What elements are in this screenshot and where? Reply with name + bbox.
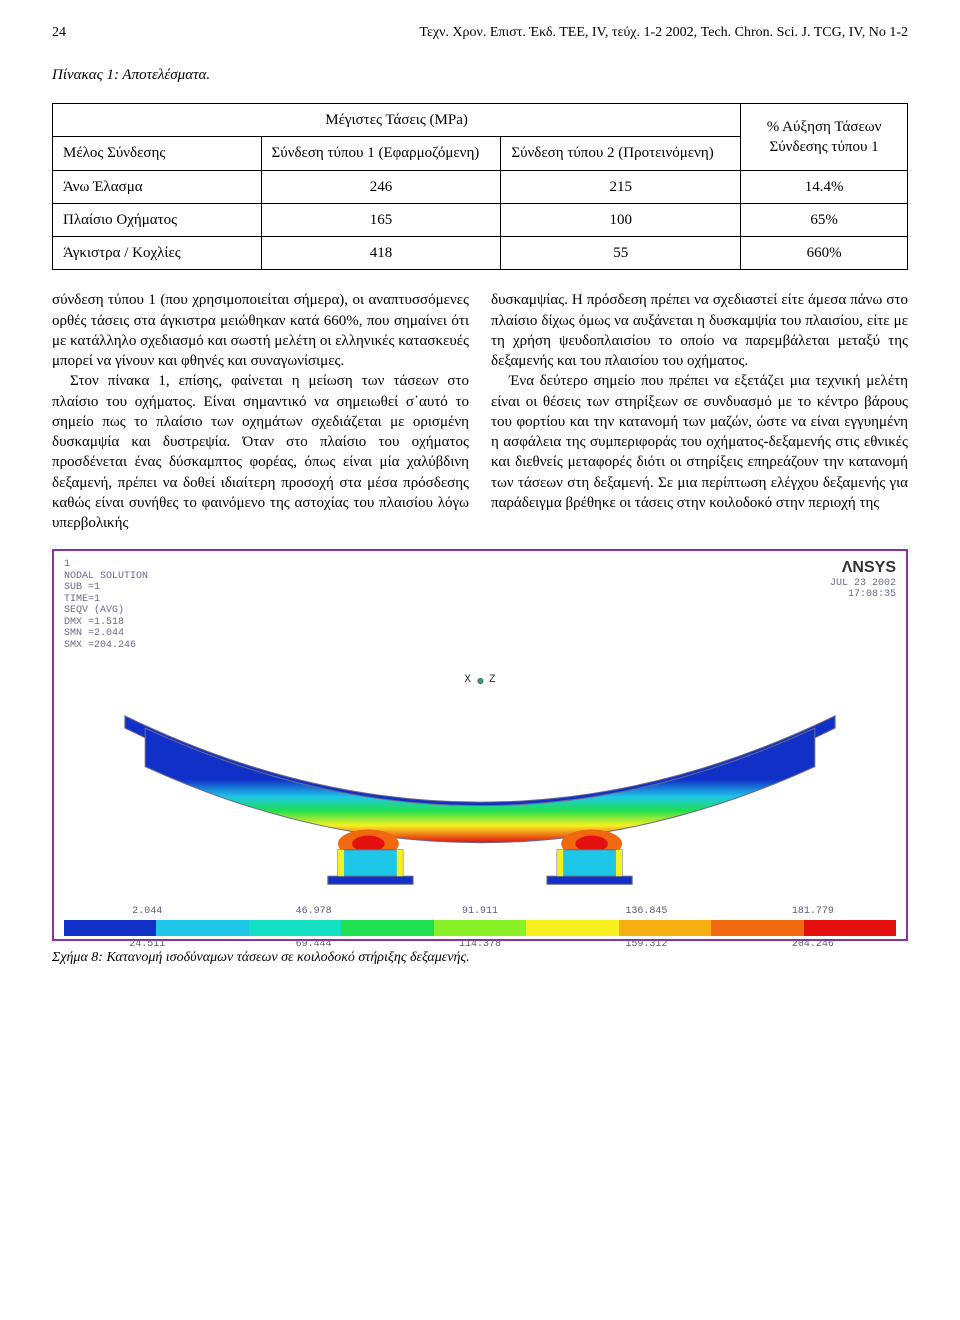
ansys-logo: ΛNSYS [830, 559, 896, 577]
table-row: Πλαίσιο Οχήματος 165 100 65% [53, 203, 908, 236]
figure-meta: 1 NODAL SOLUTION SUB =1 TIME=1 SEQV (AVG… [64, 559, 896, 651]
figure-caption: Σχήμα 8: Κατανομή ισοδύναμων τάσεων σε κ… [52, 949, 908, 968]
table-header-row-1: Μέγιστες Τάσεις (MPa) % Αύξηση Τάσεων Σύ… [53, 104, 908, 137]
meta-line: TIME=1 [64, 594, 148, 606]
paragraph: δυσκαμψίας. Η πρόσδεση πρέπει να σχεδιασ… [491, 290, 908, 371]
legend-ticks-bottom: 24.511 69.444 114.378 159.312 204.246 [64, 938, 896, 952]
cell-inc: 660% [741, 237, 908, 270]
meta-line: NODAL SOLUTION [64, 571, 148, 583]
legend-color-bar [64, 920, 896, 936]
left-column: σύνδεση τύπου 1 (που χρησιμοποιείται σήμ… [52, 290, 469, 533]
tick: 136.845 [563, 905, 729, 919]
meta-line: SMN =2.044 [64, 628, 148, 640]
table-caption: Πίνακας 1: Αποτελέσματα. [52, 65, 908, 85]
right-column: δυσκαμψίας. Η πρόσδεση πρέπει να σχεδιασ… [491, 290, 908, 533]
cell-inc: 65% [741, 203, 908, 236]
paragraph: Στον πίνακα 1, επίσης, φαίνεται η μείωση… [52, 371, 469, 533]
legend-swatch [249, 920, 341, 936]
stress-contour-svg [64, 655, 896, 899]
paragraph: Ένα δεύτερο σημείο που πρέπει να εξετάζε… [491, 371, 908, 513]
results-table: Μέγιστες Τάσεις (MPa) % Αύξηση Τάσεων Σύ… [52, 103, 908, 270]
tick: 2.044 [64, 905, 230, 919]
legend-swatch [156, 920, 248, 936]
cell-t2: 100 [501, 203, 741, 236]
running-header: 24 Τεχν. Χρον. Επιστ. Έκδ. ΤΕΕ, IV, τεύχ… [52, 24, 908, 43]
table-row: Άγκιστρα / Κοχλίες 418 55 660% [53, 237, 908, 270]
table-row: Άνω Έλασμα 246 215 14.4% [53, 170, 908, 203]
figure-frame: 1 NODAL SOLUTION SUB =1 TIME=1 SEQV (AVG… [52, 549, 908, 941]
meta-line: SMX =204.246 [64, 640, 148, 652]
cell-inc: 14.4% [741, 170, 908, 203]
legend-swatch [526, 920, 618, 936]
cell-member: Πλαίσιο Οχήματος [53, 203, 262, 236]
header-stress: Μέγιστες Τάσεις (MPa) [53, 104, 741, 137]
figure-canvas: X Z [64, 655, 896, 899]
tick: 24.511 [64, 938, 230, 952]
header-increase: % Αύξηση Τάσεων Σύνδεσης τύπου 1 [741, 104, 908, 171]
legend-swatch [804, 920, 896, 936]
axis-x-label: X [464, 673, 471, 688]
meta-date: JUL 23 2002 [830, 578, 896, 590]
legend-swatch [711, 920, 803, 936]
body-columns: σύνδεση τύπου 1 (που χρησιμοποιείται σήμ… [52, 290, 908, 533]
paragraph: σύνδεση τύπου 1 (που χρησιμοποιείται σήμ… [52, 290, 469, 371]
tick: 181.779 [730, 905, 896, 919]
meta-time: 17:08:35 [830, 589, 896, 601]
tick: 46.978 [230, 905, 396, 919]
col-type2: Σύνδεση τύπου 2 (Προτεινόμενη) [501, 137, 741, 170]
meta-line: DMX =1.518 [64, 617, 148, 629]
page-number: 24 [52, 24, 66, 43]
legend-swatch [341, 920, 433, 936]
tick: 159.312 [563, 938, 729, 952]
meta-line: SUB =1 [64, 582, 148, 594]
cell-t1: 165 [261, 203, 501, 236]
tick: 69.444 [230, 938, 396, 952]
axis-indicator-icon [477, 678, 483, 684]
cell-t2: 215 [501, 170, 741, 203]
cell-member: Άνω Έλασμα [53, 170, 262, 203]
tick: 204.246 [730, 938, 896, 952]
col-member: Μέλος Σύνδεσης [53, 137, 262, 170]
figure-meta-left: 1 NODAL SOLUTION SUB =1 TIME=1 SEQV (AVG… [64, 559, 148, 651]
cell-t2: 55 [501, 237, 741, 270]
tick: 114.378 [397, 938, 563, 952]
cell-t1: 418 [261, 237, 501, 270]
cell-member: Άγκιστρα / Κοχλίες [53, 237, 262, 270]
legend-swatch [64, 920, 156, 936]
legend: 2.044 46.978 91.911 136.845 181.779 24.5… [64, 905, 896, 952]
legend-ticks-top: 2.044 46.978 91.911 136.845 181.779 [64, 905, 896, 919]
cell-t1: 246 [261, 170, 501, 203]
axis-triad: X Z [464, 673, 495, 688]
axis-z-label: Z [489, 673, 496, 688]
legend-swatch [619, 920, 711, 936]
col-type1: Σύνδεση τύπου 1 (Εφαρμοζόμενη) [261, 137, 501, 170]
figure-meta-right: ΛNSYS JUL 23 2002 17:08:35 [830, 559, 896, 600]
meta-line: SEQV (AVG) [64, 605, 148, 617]
legend-swatch [434, 920, 526, 936]
running-head-text: Τεχν. Χρον. Επιστ. Έκδ. ΤΕΕ, IV, τεύχ. 1… [419, 24, 908, 43]
tick: 91.911 [397, 905, 563, 919]
meta-line: 1 [64, 559, 148, 571]
